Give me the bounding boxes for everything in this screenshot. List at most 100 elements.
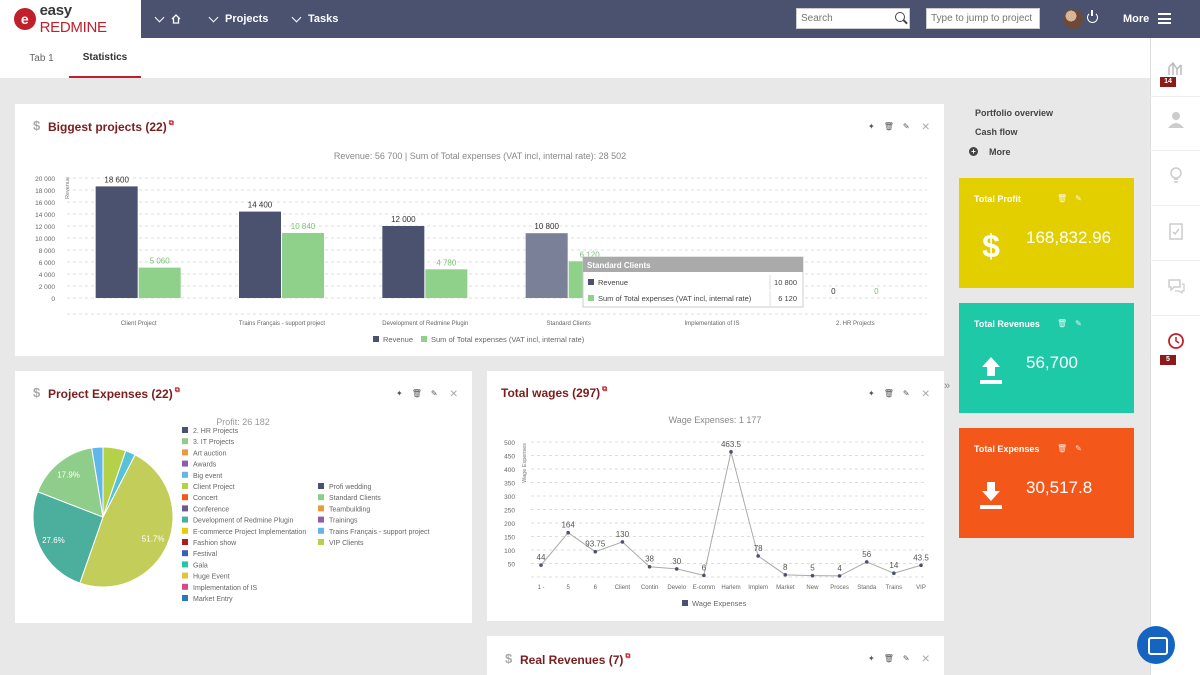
bar-value-label: 6 120 — [580, 250, 601, 259]
total-expenses-tile: Total Expenses 🗑 ✎ 30,517.8 — [959, 428, 1134, 538]
edit-icon[interactable]: ✎ — [1075, 319, 1082, 328]
trash-icon[interactable]: 🗑 — [1057, 319, 1068, 328]
avatar[interactable] — [1063, 9, 1083, 29]
data-label: 8 — [783, 563, 788, 572]
edit-icon[interactable]: ✎ — [1075, 444, 1082, 453]
trash-icon[interactable]: 🗑 — [1057, 194, 1068, 203]
tab-1[interactable]: Tab 1 — [29, 52, 54, 64]
panel-tools: ✦ 🗑 ✎ × — [396, 385, 458, 401]
legend-label: 3. IT Projects — [193, 439, 235, 446]
bar — [425, 269, 468, 298]
history-clock-icon[interactable] — [1166, 331, 1186, 351]
data-label: 130 — [616, 530, 630, 539]
collapse-sidebar-icon[interactable]: » — [944, 380, 951, 392]
pin-icon[interactable]: ✦ — [868, 388, 875, 398]
legend-label: E-commerce Project Implementation — [193, 529, 306, 536]
tab-bar: Tab 1 Statistics — [0, 38, 1150, 78]
trash-icon[interactable]: 🗑 — [411, 388, 422, 398]
bar-value-label: 18 600 — [104, 175, 129, 184]
power-icon[interactable] — [1087, 10, 1098, 23]
y-axis-label: Wage Expenses — [522, 443, 528, 483]
trash-icon[interactable]: 🗑 — [883, 653, 894, 663]
kpi-tools: 🗑 ✎ — [1057, 194, 1082, 203]
search-input[interactable] — [796, 8, 910, 29]
pin-icon[interactable]: ✦ — [868, 121, 875, 131]
data-label: 44 — [537, 553, 546, 562]
tasks-label: Tasks — [308, 13, 339, 25]
edit-icon[interactable]: ✎ — [430, 388, 438, 398]
legend-label: Big event — [193, 473, 222, 480]
data-point — [702, 573, 706, 578]
lightbulb-icon[interactable] — [1166, 165, 1186, 185]
jump-to-project-input[interactable] — [926, 8, 1040, 29]
legend-label: 2. HR Projects — [193, 428, 239, 435]
data-label: 6 — [702, 563, 707, 572]
legend-swatch — [182, 471, 188, 478]
legend-label: Sum of Total expenses (VAT incl, interna… — [431, 335, 585, 344]
legend-swatch — [373, 336, 379, 342]
search-icon[interactable] — [895, 12, 905, 22]
close-icon[interactable]: × — [921, 385, 930, 401]
user-icon[interactable] — [1166, 110, 1186, 130]
legend-label: Festival — [193, 551, 218, 558]
data-point — [593, 549, 598, 554]
tab-statistics[interactable]: Statistics — [69, 38, 141, 78]
cash-flow-link[interactable]: Cash flow — [975, 127, 1018, 137]
y-tick-label: 150 — [504, 535, 515, 542]
external-link-icon[interactable]: ⧉ — [602, 386, 608, 393]
hamburger-icon[interactable] — [1158, 13, 1171, 24]
more-menu[interactable]: More — [1123, 0, 1149, 38]
y-tick-label: 0 — [51, 296, 55, 303]
tasks-menu[interactable]: Tasks — [291, 0, 339, 38]
legend-label: VIP Clients — [329, 540, 364, 547]
chat-widget-button[interactable] — [1137, 626, 1175, 664]
kpi-title: Total Expenses — [974, 444, 1040, 454]
panel-title[interactable]: Biggest projects (22) ⧉ — [48, 120, 174, 134]
trash-icon[interactable]: 🗑 — [883, 121, 894, 131]
x-tick-label: 2. HR Projects — [836, 321, 875, 327]
trash-icon[interactable]: 🗑 — [1057, 444, 1068, 453]
chat-icon[interactable] — [1166, 276, 1186, 296]
legend-swatch — [182, 505, 188, 512]
close-icon[interactable]: × — [921, 650, 930, 666]
external-link-icon[interactable]: ⧉ — [168, 120, 174, 127]
edit-icon[interactable]: ✎ — [1075, 194, 1082, 203]
pie-slice — [102, 450, 136, 518]
kpi-tools: 🗑 ✎ — [1057, 319, 1082, 328]
data-label: 463.5 — [721, 440, 742, 449]
svg-text:$: $ — [982, 228, 1000, 262]
more-link[interactable]: More — [989, 147, 1011, 157]
y-tick-label: 450 — [504, 454, 515, 461]
panel-tools: ✦ 🗑 ✎ × — [868, 650, 930, 666]
y-tick-label: 18 000 — [35, 188, 55, 195]
more-label: More — [1123, 13, 1150, 25]
data-point — [539, 563, 543, 567]
bar — [525, 233, 568, 298]
edit-icon[interactable]: ✎ — [902, 653, 910, 663]
plus-icon[interactable]: + — [969, 147, 978, 156]
edit-icon[interactable]: ✎ — [902, 388, 910, 398]
close-icon[interactable]: × — [921, 118, 930, 134]
legend-swatch — [318, 516, 324, 523]
x-tick-label: Standa — [857, 585, 877, 591]
y-tick-label: 100 — [504, 548, 515, 555]
total-profit-tile: Total Profit 🗑 ✎ $ 168,832.96 — [959, 178, 1134, 288]
panel-title[interactable]: Total wages (297) ⧉ — [501, 386, 608, 400]
x-tick-label: Contin — [641, 585, 658, 591]
external-link-icon[interactable]: ⧉ — [625, 653, 631, 660]
portfolio-overview-link[interactable]: Portfolio overview — [975, 108, 1054, 118]
panel-title[interactable]: Real Revenues (7) ⧉ — [520, 653, 631, 667]
clipboard-icon[interactable] — [1166, 221, 1186, 241]
external-link-icon[interactable]: ⧉ — [174, 387, 180, 394]
data-point — [919, 563, 923, 568]
pin-icon[interactable]: ✦ — [868, 653, 875, 663]
panel-title[interactable]: Project Expenses (22) ⧉ — [48, 387, 180, 401]
edit-icon[interactable]: ✎ — [902, 121, 910, 131]
app-logo[interactable]: e easy REDMINE — [0, 0, 141, 38]
home-menu[interactable] — [154, 0, 181, 38]
close-icon[interactable]: × — [449, 385, 458, 401]
pin-icon[interactable]: ✦ — [396, 388, 403, 398]
trash-icon[interactable]: 🗑 — [883, 388, 894, 398]
projects-menu[interactable]: Projects — [208, 0, 268, 38]
activity-icon[interactable] — [1166, 58, 1186, 78]
